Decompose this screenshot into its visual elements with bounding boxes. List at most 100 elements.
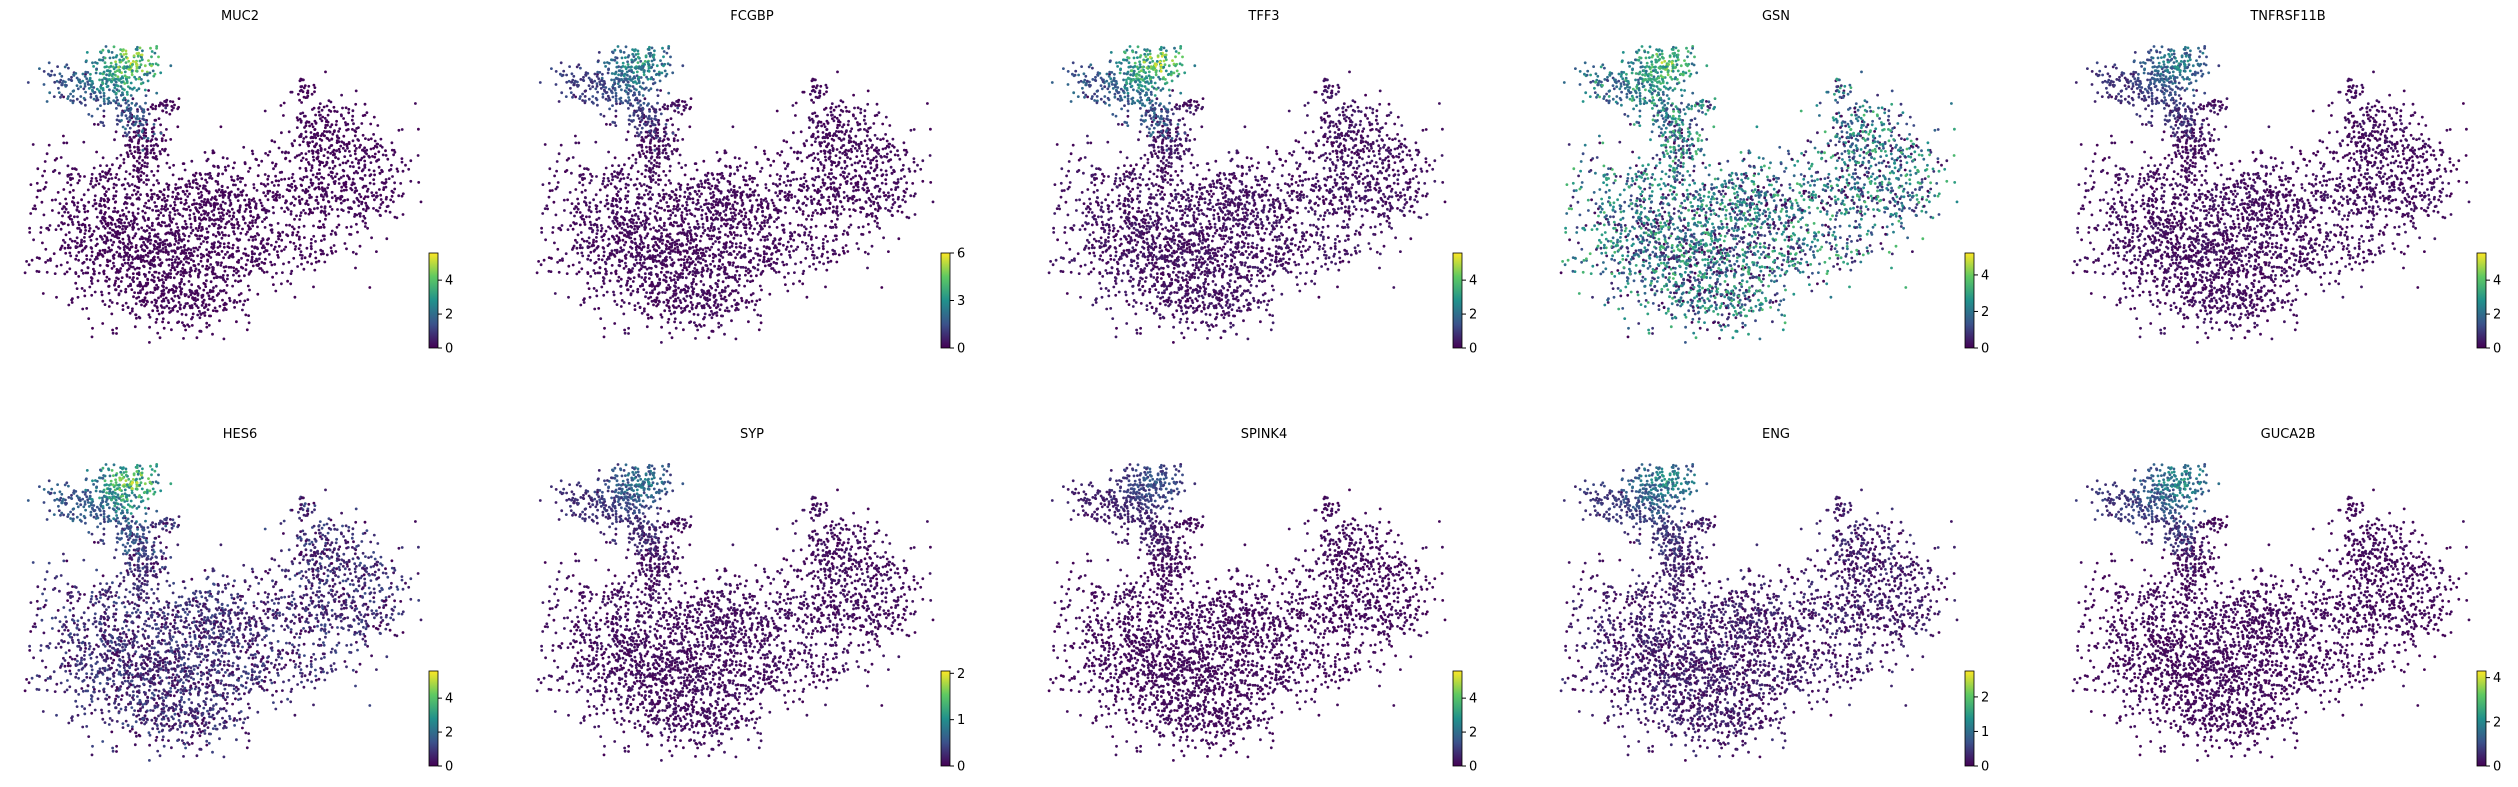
scatter-point bbox=[233, 299, 237, 302]
scatter-point bbox=[674, 281, 677, 285]
scatter-point bbox=[126, 284, 130, 288]
scatter-point bbox=[149, 144, 153, 148]
scatter-point bbox=[535, 271, 539, 275]
scatter-point bbox=[567, 264, 571, 268]
scatter-point bbox=[83, 236, 86, 239]
scatter-point bbox=[197, 262, 201, 266]
scatter-point bbox=[357, 161, 360, 165]
scatter-point bbox=[227, 241, 231, 245]
scatter-point bbox=[244, 253, 248, 257]
scatter-point bbox=[326, 113, 330, 117]
scatter-point bbox=[240, 256, 243, 260]
scatter-point bbox=[162, 326, 166, 330]
scatter-point bbox=[575, 246, 579, 250]
scatter-point bbox=[83, 210, 87, 214]
scatter-point bbox=[305, 96, 309, 99]
scatter-point bbox=[661, 259, 665, 262]
scatter-point bbox=[599, 317, 603, 320]
scatter-point bbox=[682, 220, 686, 224]
scatter-point bbox=[246, 230, 249, 234]
scatter-point bbox=[257, 164, 261, 167]
scatter-point bbox=[731, 125, 735, 129]
scatter-point bbox=[322, 252, 325, 256]
scatter-point bbox=[243, 210, 247, 213]
scatter-point bbox=[619, 284, 623, 288]
scatter-point bbox=[236, 174, 240, 178]
scatter-point bbox=[642, 255, 646, 259]
scatter-point bbox=[732, 236, 736, 240]
scatter-point bbox=[202, 240, 205, 243]
scatter-point bbox=[717, 325, 721, 329]
scatter-point bbox=[187, 205, 191, 209]
scatter-point bbox=[107, 284, 111, 288]
scatter-point bbox=[329, 170, 333, 174]
scatter-point bbox=[379, 137, 383, 141]
scatter-point bbox=[188, 213, 192, 217]
scatter-point bbox=[747, 320, 750, 324]
scatter-point bbox=[668, 193, 671, 197]
scatter-point bbox=[352, 165, 355, 169]
scatter-point bbox=[115, 276, 118, 280]
scatter-point bbox=[636, 253, 640, 257]
scatter-point bbox=[621, 221, 625, 225]
scatter-point bbox=[358, 214, 362, 218]
scatter-point bbox=[333, 175, 337, 179]
scatter-point bbox=[142, 181, 146, 184]
scatter-point bbox=[354, 89, 358, 93]
scatter-point bbox=[737, 212, 741, 216]
scatter-point bbox=[693, 267, 696, 270]
scatter-point bbox=[209, 263, 213, 266]
scatter-point bbox=[685, 243, 688, 246]
scatter-point bbox=[134, 104, 137, 107]
scatter-point bbox=[171, 263, 174, 267]
scatter-point bbox=[265, 216, 268, 220]
scatter-point bbox=[355, 189, 359, 193]
scatter-point bbox=[103, 65, 107, 69]
scatter-point bbox=[338, 127, 342, 131]
scatter-point bbox=[136, 277, 139, 280]
scatter-point bbox=[152, 144, 156, 147]
colorbar: 024 bbox=[428, 252, 453, 357]
scatter-point bbox=[318, 144, 322, 148]
scatter-point bbox=[696, 256, 699, 259]
scatter-point bbox=[329, 232, 333, 236]
scatter-point bbox=[114, 190, 118, 193]
scatter-point bbox=[214, 284, 218, 288]
scatter-point bbox=[310, 183, 314, 187]
scatter-point bbox=[244, 263, 248, 267]
scatter-point bbox=[109, 238, 113, 242]
scatter-point bbox=[230, 178, 234, 182]
scatter-point bbox=[633, 304, 637, 307]
scatter-point bbox=[42, 187, 46, 191]
scatter-point bbox=[85, 51, 89, 54]
scatter-point bbox=[133, 123, 137, 126]
scatter-point bbox=[287, 260, 291, 264]
scatter-point bbox=[701, 208, 704, 212]
scatter-point bbox=[636, 196, 639, 199]
scatter-point bbox=[314, 260, 318, 264]
scatter-point bbox=[135, 222, 139, 226]
scatter-point bbox=[111, 163, 114, 167]
scatter-point bbox=[94, 177, 98, 180]
scatter-point bbox=[349, 154, 352, 158]
scatter-point bbox=[198, 217, 201, 221]
scatter-point bbox=[691, 197, 695, 201]
scatter-point bbox=[240, 193, 244, 197]
scatter-point bbox=[232, 211, 236, 215]
scatter-point bbox=[649, 227, 652, 231]
scatter-point bbox=[152, 183, 156, 187]
scatter-point bbox=[79, 229, 83, 232]
scatter-point bbox=[140, 244, 144, 247]
scatter-point bbox=[235, 320, 238, 324]
scatter-point bbox=[116, 75, 120, 79]
scatter-point bbox=[794, 262, 797, 266]
scatter-point bbox=[379, 144, 382, 148]
scatter-point bbox=[674, 214, 677, 218]
scatter-point bbox=[575, 272, 579, 276]
scatter-point bbox=[626, 194, 630, 198]
scatter-point bbox=[677, 161, 681, 165]
scatter-point bbox=[210, 242, 214, 246]
scatter-point bbox=[180, 290, 183, 294]
scatter-point bbox=[239, 180, 242, 184]
